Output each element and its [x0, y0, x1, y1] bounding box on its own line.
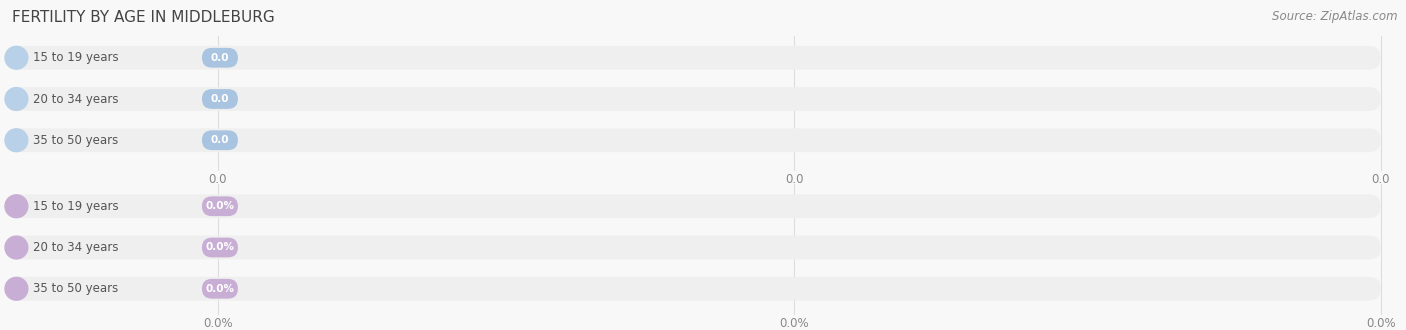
Text: 0.0: 0.0	[1371, 173, 1391, 186]
FancyBboxPatch shape	[202, 130, 238, 150]
FancyBboxPatch shape	[6, 194, 1381, 218]
FancyBboxPatch shape	[6, 236, 1381, 259]
FancyBboxPatch shape	[6, 277, 1381, 301]
Text: 35 to 50 years: 35 to 50 years	[32, 134, 118, 147]
Text: Source: ZipAtlas.com: Source: ZipAtlas.com	[1272, 10, 1398, 23]
FancyBboxPatch shape	[6, 128, 1381, 152]
Text: 0.0%: 0.0%	[205, 201, 235, 211]
Circle shape	[6, 46, 28, 69]
FancyBboxPatch shape	[6, 87, 1381, 111]
Text: 0.0%: 0.0%	[202, 317, 233, 330]
Text: 15 to 19 years: 15 to 19 years	[32, 200, 118, 213]
FancyBboxPatch shape	[202, 238, 238, 257]
Circle shape	[6, 195, 28, 218]
Text: 0.0%: 0.0%	[205, 243, 235, 252]
Text: 0.0: 0.0	[211, 53, 229, 63]
Text: 0.0%: 0.0%	[779, 317, 810, 330]
Circle shape	[6, 277, 28, 300]
Text: 0.0%: 0.0%	[1365, 317, 1396, 330]
Text: 0.0: 0.0	[211, 94, 229, 104]
FancyBboxPatch shape	[202, 89, 238, 109]
FancyBboxPatch shape	[202, 48, 238, 68]
Text: 0.0: 0.0	[211, 135, 229, 145]
Text: 0.0: 0.0	[208, 173, 228, 186]
Text: 15 to 19 years: 15 to 19 years	[32, 51, 118, 64]
Circle shape	[6, 87, 28, 111]
FancyBboxPatch shape	[202, 279, 238, 299]
FancyBboxPatch shape	[202, 196, 238, 216]
Circle shape	[6, 129, 28, 152]
Circle shape	[6, 236, 28, 259]
Text: 35 to 50 years: 35 to 50 years	[32, 282, 118, 295]
Text: 20 to 34 years: 20 to 34 years	[32, 92, 118, 106]
Text: 20 to 34 years: 20 to 34 years	[32, 241, 118, 254]
Text: 0.0: 0.0	[785, 173, 804, 186]
Text: FERTILITY BY AGE IN MIDDLEBURG: FERTILITY BY AGE IN MIDDLEBURG	[13, 10, 274, 25]
Text: 0.0%: 0.0%	[205, 284, 235, 294]
FancyBboxPatch shape	[6, 46, 1381, 70]
